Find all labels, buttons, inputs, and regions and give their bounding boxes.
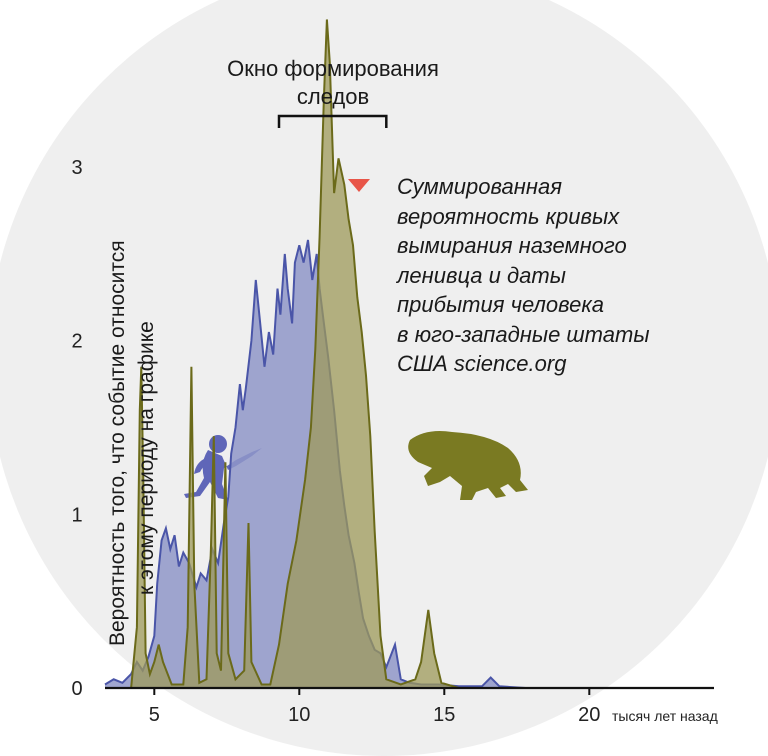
y-tick-label: 2: [71, 331, 82, 353]
legend-line: в юго-западные штаты: [397, 321, 650, 347]
x-axis-label: тысяч лет назад: [612, 708, 718, 724]
legend-line: вымирания наземного: [397, 233, 627, 258]
series-1-area: [105, 240, 714, 688]
ground-sloth-icon: [408, 431, 528, 500]
x-tick-label: 15: [433, 704, 455, 726]
y-tick-label: 1: [71, 504, 82, 526]
window-label-line-2: следов: [297, 84, 369, 109]
legend-line: вероятность кривых: [397, 203, 620, 229]
window-label-line-1: Окно формирования: [227, 56, 439, 81]
legend-line: Суммированная: [397, 174, 562, 199]
legend-triangle-marker: [348, 179, 370, 192]
x-tick-label: 20: [578, 704, 600, 726]
legend-note: Суммированная вероятность кривых вымиран…: [397, 172, 697, 379]
x-tick-label: 10: [288, 704, 310, 726]
y-axis-label-line-1: Вероятность того, что событие относится: [106, 240, 129, 646]
y-axis-label-line-2: к этому периоду на графике: [135, 321, 158, 595]
legend-line: США science.org: [397, 351, 567, 376]
window-bracket: [277, 114, 388, 128]
y-tick-label: 0: [71, 678, 82, 700]
x-tick-label: 5: [149, 704, 160, 726]
legend-line: прибытия человека: [397, 292, 604, 317]
y-tick-label: 3: [71, 157, 82, 179]
legend-line: ленивца и даты: [397, 262, 566, 288]
series-2-line: [105, 19, 714, 689]
